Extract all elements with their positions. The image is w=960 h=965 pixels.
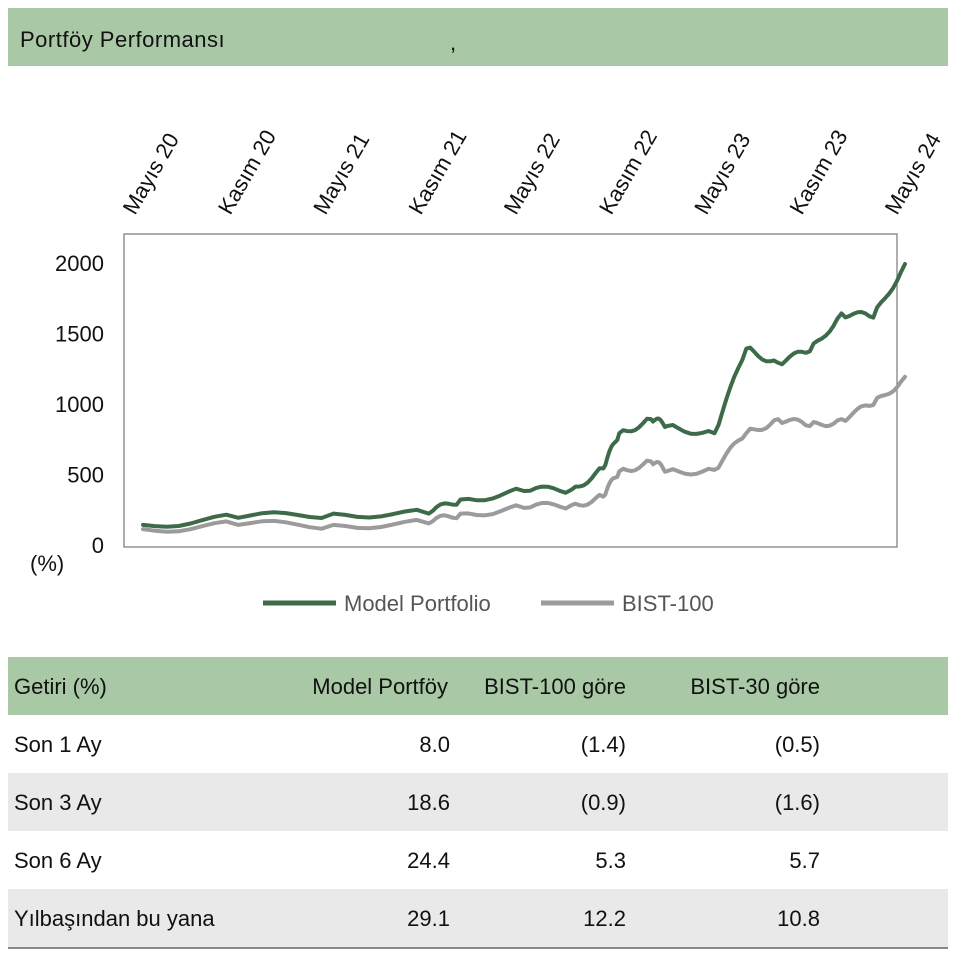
x-tick-label: Mayıs 22 (499, 129, 565, 219)
table-row: Yılbaşından bu yana 29.1 12.2 10.8 (8, 889, 948, 949)
table-row: Son 3 Ay 18.6 (0.9) (1.6) (8, 773, 948, 831)
table-cell: Yılbaşından bu yana (14, 906, 215, 931)
page-title: Portföy Performansı (20, 27, 226, 52)
y-tick-label: 2000 (55, 251, 104, 276)
y-tick-label: 1000 (55, 392, 104, 417)
table-row: Son 6 Ay 24.4 5.3 5.7 (8, 831, 948, 889)
x-tick-label: Mayıs 21 (308, 129, 374, 219)
table-row: Son 1 Ay 8.0 (1.4) (0.5) (8, 715, 948, 773)
table-cell: 10.8 (777, 906, 820, 931)
x-tick-label: Mayıs 23 (689, 129, 755, 219)
plot-area (123, 233, 898, 548)
series-line-bist-100 (141, 374, 907, 534)
table-header-cell: Model Portföy (312, 674, 448, 699)
table-cell: (0.9) (580, 790, 626, 815)
y-tick-label: 1500 (55, 322, 104, 347)
table-cell: Son 3 Ay (14, 790, 102, 815)
series-line-model-portfolio (141, 262, 907, 529)
table-header-cell: Getiri (%) (14, 674, 107, 699)
performance-chart: Mayıs 20 Kasım 20 Mayıs 21 Kasım 21 Mayıs 22… (30, 126, 946, 616)
table-cell: 18.6 (407, 790, 450, 815)
table-cell: 8.0 (419, 732, 450, 757)
table-cell: (1.4) (580, 732, 626, 757)
table-header-cell: BIST-100 göre (484, 674, 626, 699)
table-header-cell: BIST-30 göre (690, 674, 820, 699)
returns-table: Getiri (%) Model Portföy BIST-100 göre B… (8, 657, 948, 949)
table-cell: 5.7 (789, 848, 820, 873)
table-cell: 29.1 (407, 906, 450, 931)
x-tick-label: Mayıs 24 (880, 129, 946, 219)
header-bar: Portföy Performansı , (8, 8, 948, 66)
header-mark: , (450, 30, 457, 55)
table-cell: 24.4 (407, 848, 450, 873)
x-tick-label: Kasım 21 (403, 126, 471, 219)
y-tick-label: 500 (67, 463, 104, 488)
y-tick-label: 0 (92, 533, 104, 558)
x-tick-label: Kasım 20 (213, 126, 281, 219)
table-header-row: Getiri (%) Model Portföy BIST-100 göre B… (8, 657, 948, 715)
y-axis-label: (%) (30, 551, 64, 576)
legend-label: Model Portfolio (344, 591, 491, 616)
table-cell: (1.6) (774, 790, 820, 815)
legend-label: BIST-100 (622, 591, 714, 616)
table-cell: Son 1 Ay (14, 732, 102, 757)
table-cell: 12.2 (583, 906, 626, 931)
x-tick-label: Kasım 23 (784, 126, 852, 219)
x-tick-label: Kasım 22 (594, 126, 662, 219)
table-cell: Son 6 Ay (14, 848, 102, 873)
x-tick-label: Mayıs 20 (118, 129, 184, 219)
table-cell: 5.3 (595, 848, 626, 873)
table-cell: (0.5) (774, 732, 820, 757)
